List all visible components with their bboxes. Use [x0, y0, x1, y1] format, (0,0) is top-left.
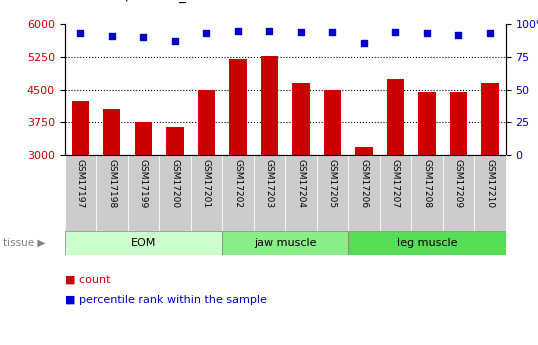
Text: GSM17208: GSM17208	[422, 159, 431, 208]
Bar	[324, 90, 341, 155]
Bar	[96, 155, 128, 231]
Bar	[474, 155, 506, 231]
Text: ■ percentile rank within the sample: ■ percentile rank within the sample	[65, 295, 266, 305]
Point	[486, 31, 494, 36]
Point	[391, 29, 400, 35]
Bar	[166, 127, 183, 155]
Bar	[411, 155, 443, 231]
Bar	[159, 155, 190, 231]
Point	[296, 29, 305, 35]
Bar	[387, 79, 404, 155]
Bar	[128, 155, 159, 231]
Bar	[317, 155, 348, 231]
Text: GSM17201: GSM17201	[202, 159, 211, 208]
Bar	[190, 155, 222, 231]
Text: GSM17209: GSM17209	[454, 159, 463, 208]
Point	[76, 31, 84, 36]
Text: GSM17202: GSM17202	[233, 159, 243, 208]
Bar	[292, 83, 309, 155]
Bar	[450, 92, 467, 155]
Bar	[222, 231, 348, 255]
Text: GSM17210: GSM17210	[485, 159, 494, 208]
Text: GSM17206: GSM17206	[359, 159, 369, 208]
Point	[454, 32, 463, 37]
Bar	[222, 155, 253, 231]
Bar	[348, 155, 380, 231]
Point	[202, 31, 211, 36]
Text: GSM17205: GSM17205	[328, 159, 337, 208]
Text: GSM17203: GSM17203	[265, 159, 274, 208]
Text: GSM17204: GSM17204	[296, 159, 306, 208]
Bar	[355, 147, 373, 155]
Bar	[261, 56, 278, 155]
Text: EOM: EOM	[131, 238, 156, 248]
Text: leg muscle: leg muscle	[397, 238, 457, 248]
Text: tissue ▶: tissue ▶	[3, 238, 45, 248]
Text: GSM17199: GSM17199	[139, 159, 148, 208]
Bar	[253, 155, 285, 231]
Text: GSM17200: GSM17200	[171, 159, 179, 208]
Bar	[65, 155, 96, 231]
Bar	[285, 155, 317, 231]
Bar	[380, 155, 411, 231]
Bar	[134, 122, 152, 155]
Text: GSM17197: GSM17197	[76, 159, 85, 208]
Point	[171, 38, 179, 44]
Point	[233, 28, 242, 33]
Point	[108, 33, 116, 39]
Point	[265, 28, 274, 33]
Bar	[348, 231, 506, 255]
Text: GSM17207: GSM17207	[391, 159, 400, 208]
Bar	[65, 231, 222, 255]
Text: jaw muscle: jaw muscle	[254, 238, 316, 248]
Bar	[229, 59, 246, 155]
Bar	[418, 92, 436, 155]
Text: GSM17198: GSM17198	[107, 159, 116, 208]
Text: GDS702 / 93268_at: GDS702 / 93268_at	[65, 0, 200, 3]
Point	[359, 40, 368, 45]
Bar	[197, 90, 215, 155]
Text: ■ count: ■ count	[65, 275, 110, 284]
Bar	[482, 83, 499, 155]
Bar	[103, 109, 121, 155]
Point	[423, 31, 431, 36]
Point	[328, 29, 337, 35]
Point	[139, 34, 147, 40]
Bar	[443, 155, 474, 231]
Bar	[72, 101, 89, 155]
